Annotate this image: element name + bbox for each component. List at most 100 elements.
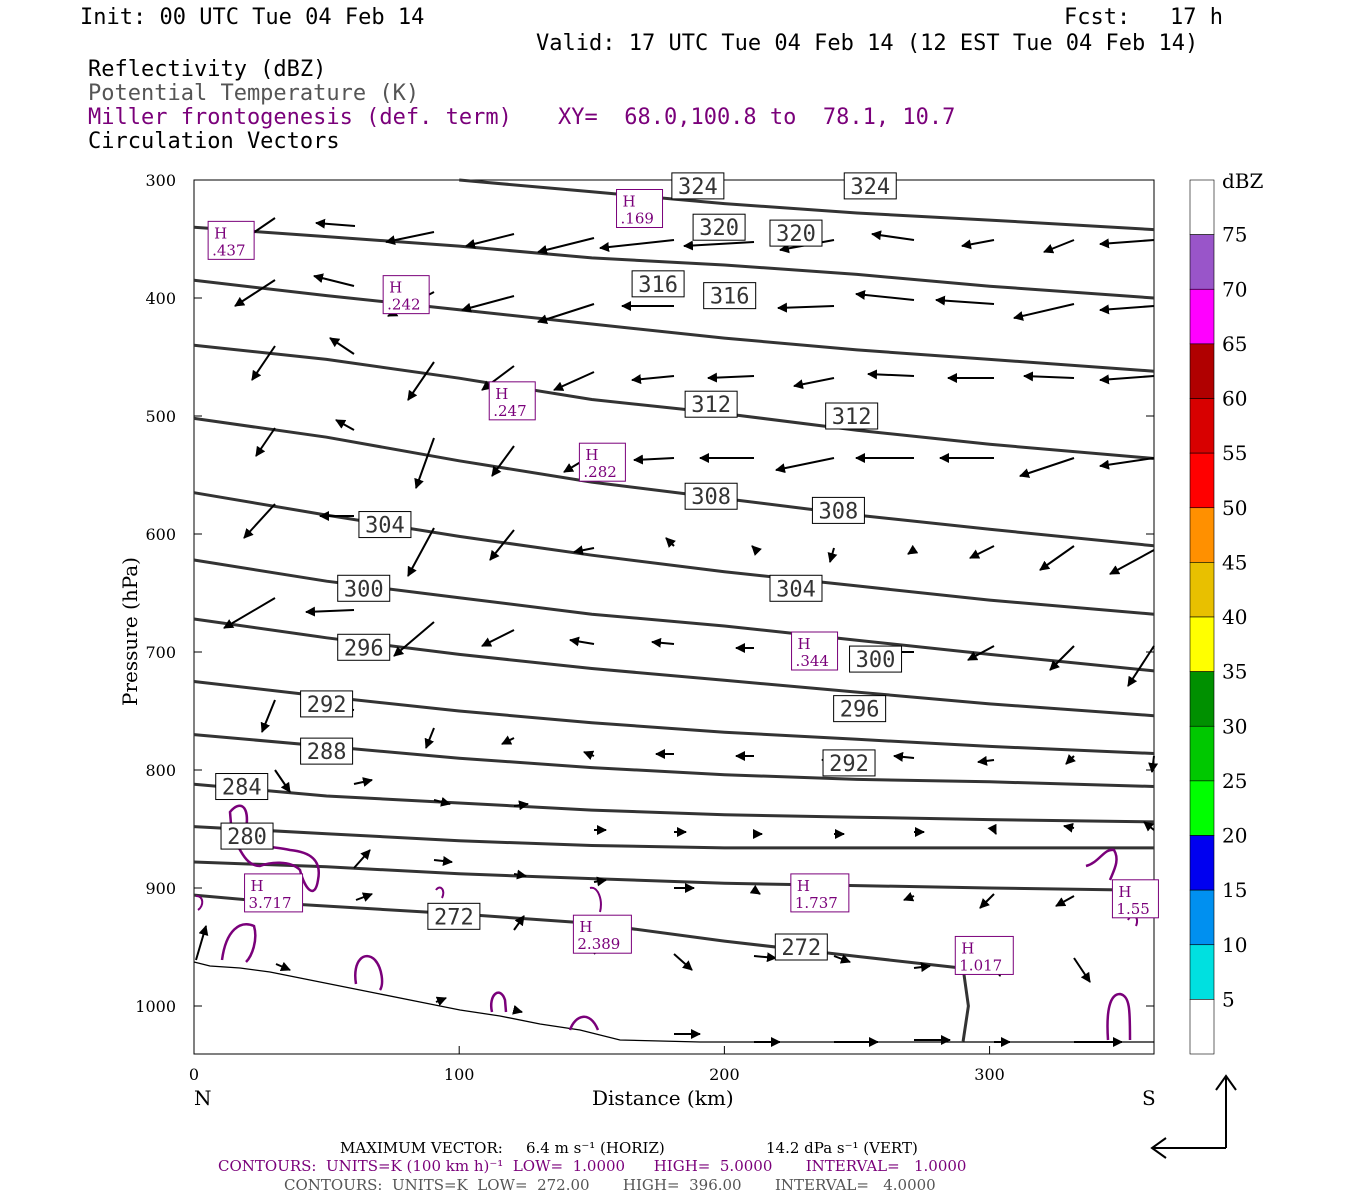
y-tick-label: 400 <box>145 289 176 308</box>
colorbar-swatch <box>1189 835 1215 891</box>
fronto-max-value: .437 <box>212 241 245 259</box>
circulation-vector <box>481 629 515 647</box>
theta-label-text: 320 <box>776 222 816 247</box>
fronto-max-letter: H <box>961 939 974 957</box>
fronto-max-letter: H <box>585 446 598 464</box>
fronto-max-letter: H <box>251 877 264 895</box>
theta-label-308: 308 <box>811 496 865 524</box>
circulation-vector <box>491 445 515 477</box>
circulation-vector <box>513 869 527 880</box>
theta-label-text: 296 <box>840 698 880 723</box>
theta-label-text: 280 <box>227 825 267 850</box>
circulation-vector <box>793 377 835 390</box>
circulation-vector <box>1099 304 1155 315</box>
circulation-vector <box>465 233 515 249</box>
circulation-vector <box>255 427 276 457</box>
theta-label-text: 312 <box>832 405 872 430</box>
theta-label-text: 296 <box>344 636 384 661</box>
forecast-hour: Fcst: 17 h <box>1064 5 1223 30</box>
colorbar-swatch <box>1189 452 1215 509</box>
colorbar-label: 30 <box>1222 714 1247 738</box>
fronto-max-box <box>616 189 664 228</box>
frontogenesis-max-labels: H.437H.242H.169H.247H.282H.344H3.717H2.3… <box>207 189 1159 975</box>
colorbar-label: 40 <box>1222 605 1247 629</box>
theta-label-304: 304 <box>358 511 412 539</box>
circulation-vector <box>1063 822 1075 833</box>
circulation-vector <box>407 361 435 401</box>
reflectivity-colorbar: dBZ 75 70 65 60 55 50 45 40 35 30 25 20 15 10 5 <box>1189 169 1264 1055</box>
fronto-max-10: H1.55 <box>1111 879 1159 919</box>
circulation-vector <box>243 503 276 539</box>
theta-label-312: 312 <box>684 390 738 418</box>
theta-isoline-324 <box>459 178 1155 232</box>
fronto-max-value: .242 <box>387 296 420 314</box>
theta-label-288: 288 <box>300 737 354 765</box>
theta-label-text: 308 <box>691 485 731 510</box>
circulation-vector <box>513 915 525 931</box>
fronto-max-letter: H <box>798 635 811 653</box>
field-frontogenesis: Miller frontogenesis (def. term) <box>88 105 512 130</box>
theta-label-box <box>300 737 354 765</box>
circulation-vector <box>673 953 693 971</box>
theta-label-320: 320 <box>692 213 746 241</box>
circulation-vector <box>867 369 915 380</box>
colorbar-label: 70 <box>1222 277 1247 301</box>
theta-label-box <box>822 749 876 777</box>
fronto-max-9: H1.017 <box>954 935 1014 975</box>
terrain-line <box>193 961 1154 1043</box>
field-vectors: Circulation Vectors <box>88 129 340 154</box>
theta-label-box <box>769 574 823 602</box>
circulation-vector <box>1109 549 1155 575</box>
theta-label-box <box>849 645 903 673</box>
circulation-vector <box>1143 821 1155 832</box>
theta-label-text: 300 <box>344 577 384 602</box>
theta-label-text: 316 <box>710 285 750 310</box>
circulation-vector <box>385 231 435 246</box>
colorbar-swatch <box>1189 562 1215 618</box>
theta-label-box <box>337 633 391 661</box>
circulation-vector <box>907 544 919 555</box>
theta-label-text: 304 <box>365 514 405 539</box>
circulation-vector <box>223 597 276 629</box>
fronto-max-value: 1.017 <box>959 956 1002 974</box>
max-vector-horiz: 6.4 m s⁻¹ (HORIZ) <box>526 1139 665 1157</box>
cross-section-xy: XY= 68.0,100.8 to 78.1, 10.7 <box>558 105 956 130</box>
colorbar-label: 25 <box>1222 769 1247 793</box>
colorbar-label: 35 <box>1222 660 1247 684</box>
circulation-vector <box>583 750 595 760</box>
circulation-vector <box>1043 239 1075 254</box>
circulation-vector <box>961 239 995 250</box>
theta-label-296: 296 <box>833 695 887 723</box>
colorbar-label: 50 <box>1222 496 1247 520</box>
circulation-vector <box>1065 754 1076 765</box>
colorbar-label: 55 <box>1222 441 1247 465</box>
circulation-vector <box>234 279 276 307</box>
fronto-max-letter: H <box>214 224 227 242</box>
fronto-max-box <box>954 935 1014 975</box>
circulation-vector <box>353 849 371 869</box>
fronto-max-value: 2.389 <box>577 935 620 953</box>
theta-label-text: 320 <box>699 216 739 241</box>
circulation-vector <box>573 545 595 556</box>
circulation-vector <box>329 337 355 355</box>
colorbar-swatch <box>1189 725 1215 782</box>
max-vector-label: MAXIMUM VECTOR: <box>340 1139 503 1157</box>
circulation-vector <box>274 769 291 793</box>
circulation-vector <box>753 952 777 963</box>
x-right-end-label: S <box>1142 1086 1156 1110</box>
theta-label-box <box>215 773 269 801</box>
circulation-vector <box>913 962 931 973</box>
theta-label-324: 324 <box>671 172 725 200</box>
theta-label-box <box>358 511 412 539</box>
theta-label-text: 324 <box>678 175 718 200</box>
theta-label-box <box>427 902 481 930</box>
circulation-vector <box>393 621 435 657</box>
colorbar-label: 60 <box>1222 387 1247 411</box>
circulation-vector <box>987 823 997 835</box>
circulation-vector <box>305 606 355 617</box>
theta-label-box <box>684 482 738 510</box>
circulation-vector <box>827 547 838 563</box>
theta-label-box <box>774 933 828 961</box>
circulation-vector <box>1023 371 1075 382</box>
circulation-vector <box>260 699 276 733</box>
